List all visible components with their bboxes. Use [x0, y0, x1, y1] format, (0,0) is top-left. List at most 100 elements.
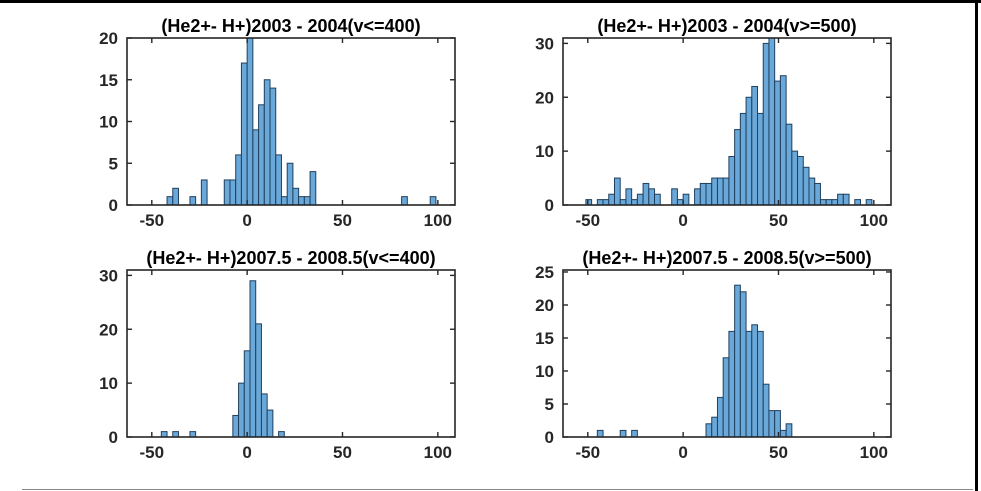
histogram-bar: [814, 182, 821, 206]
histogram-bar: [260, 393, 268, 438]
subplot-0: -50 0 50 100 0 5 10 15 20: [99, 29, 456, 230]
y-tick-label: 15: [535, 329, 554, 348]
axes-box: [126, 269, 456, 438]
histogram-bar: [745, 330, 753, 438]
y-tick-label: 30: [99, 266, 118, 285]
histogram-bar: [269, 87, 277, 206]
x-tick-label: 100: [860, 211, 888, 230]
histogram-bar: [802, 166, 810, 206]
histogram-bar: [705, 182, 713, 206]
histogram-bar: [751, 85, 759, 206]
histogram-bar: [223, 179, 231, 206]
x-tick-label: 100: [424, 211, 452, 230]
figure-right-border: [975, 0, 978, 491]
x-tick-label: 50: [769, 211, 788, 230]
subplot-title-2003-2004-vle400: (He2+- H+)2003 - 2004(v<=400): [161, 16, 421, 36]
histogram-bar: [189, 431, 197, 438]
y-tick-label: 10: [535, 362, 554, 381]
histogram-bar: [252, 129, 260, 206]
histogram-bar: [711, 416, 718, 438]
histogram-bar: [631, 199, 638, 206]
y-tick-label: 20: [99, 320, 118, 339]
histogram-bar: [631, 429, 638, 438]
histogram-bar: [602, 199, 610, 206]
histogram-bar: [762, 42, 770, 206]
x-tick-label: -50: [576, 443, 601, 462]
histogram-bar: [671, 188, 678, 206]
y-tick-label: 25: [535, 263, 554, 282]
subplot-title-2003-2004-vge500: (He2+- H+)2003 - 2004(v>=500): [597, 16, 857, 36]
histogram-bar: [608, 193, 615, 206]
y-tick-label: 30: [535, 34, 554, 53]
y-tick-label: 15: [99, 71, 118, 90]
histogram-bar: [172, 187, 179, 206]
x-tick-label: 100: [860, 443, 888, 462]
histogram-bar: [636, 193, 644, 206]
histogram-bar: [757, 112, 764, 206]
histogram-bar: [757, 330, 764, 438]
histogram-bar: [779, 429, 787, 438]
subplot-2: -50 0 50 100 0 10 20 30: [99, 266, 456, 462]
y-tick-label: 0: [109, 196, 118, 215]
histogram-bar: [734, 129, 741, 206]
y-tick-label: 5: [545, 395, 554, 414]
histogram-bar: [694, 188, 701, 206]
histogram-bar: [745, 96, 753, 206]
histogram-bar: [613, 177, 621, 206]
histogram-bar: [596, 199, 604, 206]
histogram-bar: [774, 80, 781, 206]
y-tick-label: 5: [109, 154, 118, 173]
histogram-bar: [229, 179, 237, 206]
y-tick-label: 0: [545, 428, 554, 447]
x-tick-label: 0: [678, 211, 687, 230]
histogram-bar: [865, 199, 873, 206]
histogram-bar: [246, 37, 254, 206]
histogram-bar: [728, 330, 736, 438]
histogram-bar: [825, 199, 833, 206]
histogram-bar: [785, 123, 793, 206]
histogram-bar: [401, 196, 408, 206]
histogram-bar: [722, 357, 730, 438]
x-tick-label: -50: [576, 211, 601, 230]
histogram-bar: [642, 182, 650, 206]
histogram-bar: [728, 156, 736, 206]
histogram-bar: [625, 188, 633, 206]
x-tick-label: -50: [140, 443, 165, 462]
x-tick-label: 0: [242, 211, 251, 230]
histogram-bar: [854, 199, 861, 206]
histogram-bar: [278, 431, 285, 438]
y-tick-label: 10: [535, 142, 554, 161]
histogram-bar: [819, 199, 827, 206]
histogram-bar: [166, 196, 174, 206]
histogram-bar: [734, 284, 741, 438]
y-tick-label: 0: [109, 428, 118, 447]
histogram-bar: [711, 177, 718, 206]
histogram-bar: [303, 196, 311, 206]
histogram-bar: [785, 423, 793, 438]
axes-box: [562, 37, 892, 206]
histogram-bar: [280, 196, 288, 206]
y-tick-label: 20: [535, 296, 554, 315]
histogram-bar: [429, 196, 437, 206]
histogram-bar: [654, 193, 661, 206]
histogram-bar: [831, 199, 839, 206]
histogram-bar: [160, 431, 168, 438]
histogram-bar: [263, 79, 271, 206]
histogram-bar: [266, 409, 274, 438]
histogram-bar: [762, 383, 770, 438]
histogram-bar: [774, 410, 781, 438]
histogram-bar: [716, 177, 724, 206]
y-tick-label: 20: [535, 88, 554, 107]
histogram-bar: [200, 179, 208, 206]
histogram-bar: [172, 431, 179, 438]
figure-bottom-border: [22, 489, 973, 490]
histogram-bar: [585, 199, 593, 206]
histogram-bar: [716, 396, 724, 438]
x-tick-label: 50: [769, 443, 788, 462]
histogram-bar: [298, 196, 305, 206]
subplot-3: -50 0 50 100 0 5 10 15 20 25: [535, 263, 892, 462]
subplot-1: -50 0 50 100 0 10 20 30: [535, 34, 892, 230]
histogram-bar: [791, 150, 799, 206]
histogram-bar: [699, 182, 707, 206]
